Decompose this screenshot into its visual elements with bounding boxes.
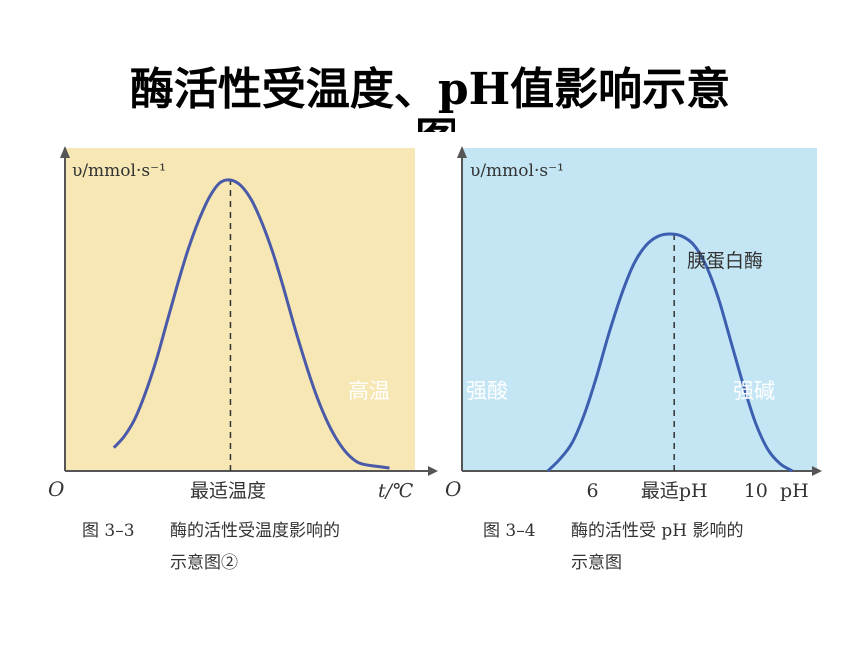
ph-x-tick-label: 10 [744, 480, 768, 502]
temperature-origin-label: O [48, 477, 64, 501]
ph-x-tick-label: 6 [587, 480, 599, 502]
ph-series-label: 胰蛋白酶 [687, 250, 763, 272]
ph-origin-label: O [445, 477, 461, 501]
temperature-x-label: t/℃ [378, 480, 413, 502]
ph-x-axis-arrow [812, 466, 822, 476]
temperature-y-label: υ/mmol·s⁻¹ [72, 161, 166, 181]
overlay-label-strong-acid: 强酸 [466, 379, 508, 403]
overlay-label-high-temp: 高温 [348, 379, 390, 403]
temperature-chart-background [65, 148, 415, 471]
ph-x-ticks: 6 最适pH 10 [587, 480, 768, 502]
overlay-label-strong-base: 强碱 [733, 379, 775, 403]
ph-caption-number: 图 3–4 [483, 521, 536, 541]
temperature-caption-line2: 示意图② [170, 553, 238, 573]
ph-y-label: υ/mmol·s⁻¹ [470, 161, 564, 181]
ph-x-label: pH [780, 480, 809, 502]
ph-chart: 6 最适pH 10 υ/mmol·s⁻¹ O pH 胰蛋白酶 强酸 强碱 [445, 146, 822, 502]
ph-chart-background [462, 148, 817, 471]
temperature-x-axis-arrow [428, 466, 438, 476]
ph-curve [546, 232, 794, 473]
temperature-caption-number: 图 3–3 [82, 521, 135, 541]
temperature-curve [112, 178, 390, 470]
temperature-chart: υ/mmol·s⁻¹ O 最适温度 t/℃ 高温 [48, 146, 438, 502]
slide-title: 酶活性受温度、pH值影响示意 [129, 64, 731, 115]
temperature-caption-line1: 酶的活性受温度影响的 [170, 521, 340, 541]
temperature-y-axis-arrow [60, 146, 70, 158]
slide-title-overflow: 图 [415, 118, 455, 132]
ph-caption-line1: 酶的活性受 pH 影响的 [571, 521, 744, 541]
temperature-optimum-label: 最适温度 [190, 480, 266, 502]
ph-caption-line2: 示意图 [571, 553, 622, 573]
ph-y-axis-arrow [457, 146, 467, 158]
ph-x-tick-label: 最适pH [641, 480, 708, 502]
